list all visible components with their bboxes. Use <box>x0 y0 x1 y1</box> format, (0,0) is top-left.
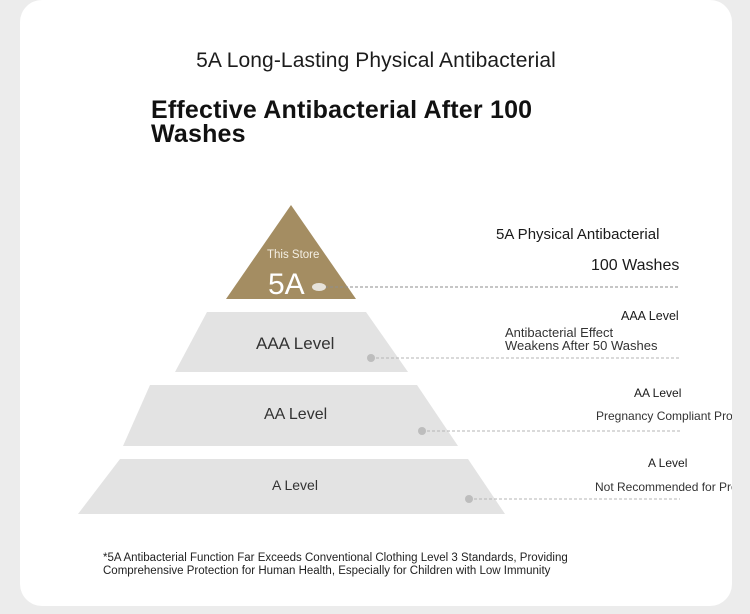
annotation-5a-title: 5A Physical Antibacterial <box>496 226 660 243</box>
annotation-a-detail: Not Recommended for Pregn <box>595 480 732 494</box>
tier-label-a: A Level <box>272 477 318 493</box>
annotation-aa-detail: Pregnancy Compliant Produc <box>596 409 732 423</box>
footnote: *5A Antibacterial Function Far Exceeds C… <box>103 552 663 578</box>
marker-dot-5a <box>312 283 326 291</box>
marker-dot-a <box>465 495 473 503</box>
marker-dot-aaa <box>367 354 375 362</box>
annotation-aaa-title: AAA Level <box>621 309 679 323</box>
tier-label-aaa: AAA Level <box>256 334 335 353</box>
page-title: Effective Antibacterial After 100 Washes <box>151 96 533 148</box>
pyramid-top-5a <box>226 205 356 299</box>
annotation-aaa-detail-2: Weakens After 50 Washes <box>505 338 658 353</box>
annotation-aa-title: AA Level <box>634 386 682 400</box>
pyramid-tier-aa <box>123 385 458 446</box>
top-level-label: 5A <box>268 268 305 301</box>
infographic-card: 5A Long-Lasting Physical Antibacterial E… <box>20 0 732 606</box>
pyramid-tier-aaa <box>175 312 408 372</box>
headline: 5A Long-Lasting Physical Antibacterial <box>196 49 556 72</box>
footnote-line-1: *5A Antibacterial Function Far Exceeds C… <box>103 552 568 564</box>
annotation-aaa-detail-1: Antibacterial Effect <box>505 325 614 340</box>
pyramid-diagram <box>78 205 680 514</box>
annotation-a-title: A Level <box>648 456 688 470</box>
annotation-5a-detail: 100 Washes <box>591 257 680 274</box>
marker-dot-aa <box>418 427 426 435</box>
pyramid-tier-a <box>78 459 505 514</box>
this-store-tag: This Store <box>267 249 320 261</box>
footnote-line-2: Comprehensive Protection for Human Healt… <box>103 565 551 577</box>
tier-label-aa: AA Level <box>264 406 328 423</box>
